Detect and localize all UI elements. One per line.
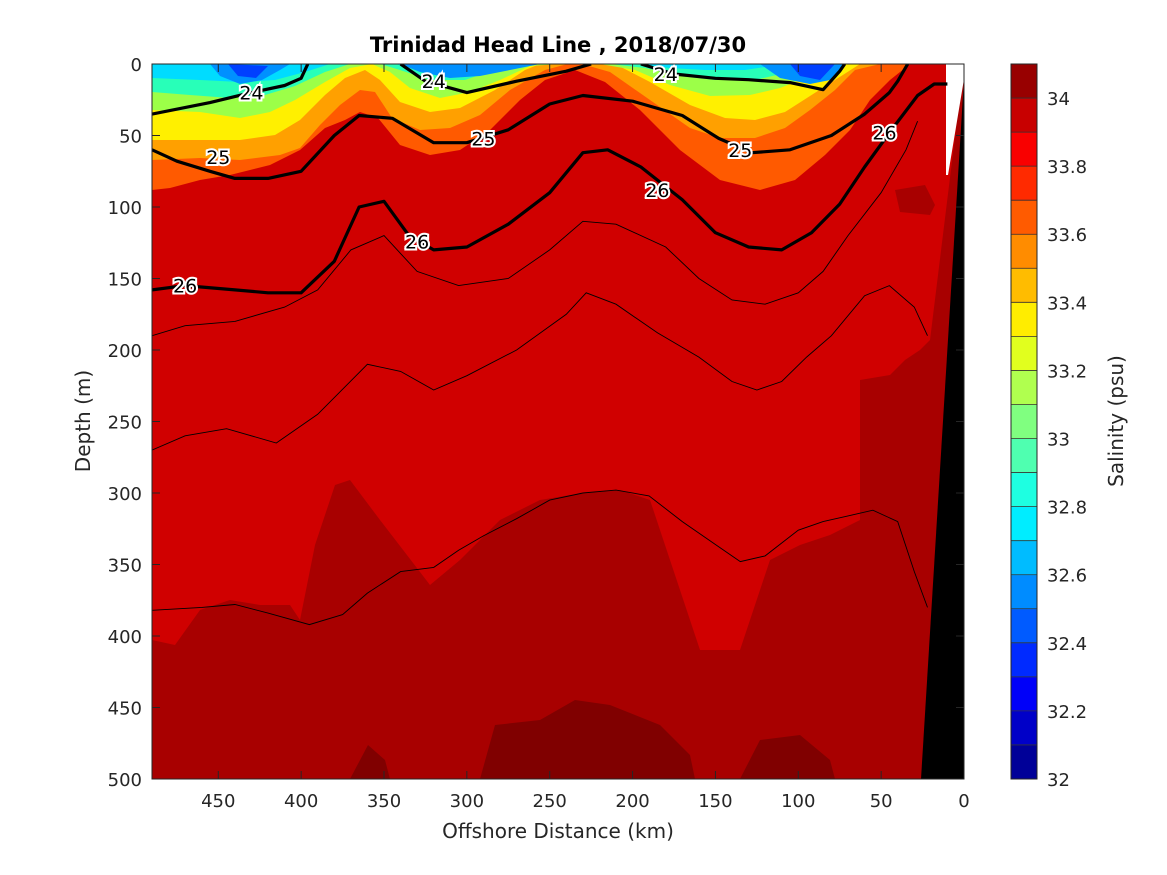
salinity-isoline: [152, 285, 928, 451]
chart-title: Trinidad Head Line , 2018/07/30: [370, 33, 746, 57]
x-tick-label: 100: [781, 791, 815, 812]
colorbar-tick-label: 32.8: [1047, 498, 1087, 519]
contour-label: 25: [206, 147, 230, 169]
contour-label: 24: [422, 71, 446, 93]
density-contour-line: [399, 64, 592, 95]
colorbar-tick-label: 32.2: [1047, 702, 1087, 723]
salinity-fill-33-1: [152, 64, 835, 118]
colorbar-tick-label: 32.4: [1047, 634, 1087, 655]
contour-label: 24: [654, 64, 678, 86]
colorbar-tick-label: 33.8: [1047, 157, 1087, 178]
colorbar-tick-label: 32: [1047, 770, 1070, 791]
salinity-fill-34-shelf: [895, 185, 935, 215]
x-tick-label: 0: [958, 791, 969, 812]
colorbar-swatch: [1011, 574, 1037, 610]
y-tick-label: 0: [131, 55, 142, 76]
y-tick-label: 450: [108, 699, 142, 720]
x-tick-label: 250: [533, 791, 567, 812]
colorbar-tick-label: 34: [1047, 89, 1070, 110]
x-tick-label: 350: [367, 791, 401, 812]
y-axis-label: Depth (m): [71, 370, 95, 472]
x-tick-label: 50: [870, 791, 893, 812]
colorbar-swatch: [1011, 506, 1037, 542]
colorbar-swatch: [1011, 268, 1037, 303]
colorbar-swatch: [1011, 200, 1037, 235]
contour-label: 26: [173, 276, 197, 298]
colorbar-swatch: [1011, 540, 1037, 576]
salinity-fill-max-2: [350, 745, 390, 779]
colorbar-swatch: [1011, 472, 1037, 508]
y-tick-label: 400: [108, 627, 142, 648]
colorbar-swatch: [1011, 98, 1037, 133]
salinity-fill-32-8: [152, 64, 785, 82]
x-tick-label: 400: [284, 791, 318, 812]
y-tick-label: 100: [108, 198, 142, 219]
salinity-isoline: [152, 121, 919, 337]
contour-label: 25: [471, 128, 495, 150]
salinity-fill-32-6-b: [400, 64, 540, 78]
colorbar-swatch: [1011, 234, 1037, 269]
contour-label: 26: [872, 123, 896, 145]
bathymetry: [921, 79, 964, 779]
colorbar-swatch: [1011, 166, 1037, 201]
y-tick-label: 300: [108, 484, 142, 505]
colorbar-swatch: [1011, 64, 1037, 99]
y-tick-label: 250: [108, 413, 142, 434]
x-tick-label: 450: [201, 791, 235, 812]
salinity-fill-max-3: [740, 735, 835, 779]
salinity-isoline: [152, 489, 928, 626]
y-axis-ticks: 0 50 100 150 200 250 300 350 400 450 500: [108, 55, 964, 791]
y-tick-label: 50: [119, 127, 142, 148]
salinity-fill-32-9: [152, 64, 815, 98]
colorbar-swatch: [1011, 744, 1037, 780]
y-tick-label: 150: [108, 270, 142, 291]
colorbar-swatch: [1011, 438, 1037, 474]
colorbar-tick-label: 32.6: [1047, 566, 1087, 587]
colorbar-swatch: [1011, 642, 1037, 678]
contour-label: 24: [239, 83, 263, 105]
salinity-isolines: [152, 121, 928, 626]
salinity-fill-34: [152, 64, 964, 779]
salinity-fill-32-4: [228, 64, 268, 78]
colorbar-swatch: [1011, 710, 1037, 746]
x-tick-label: 150: [698, 791, 732, 812]
shelf-white: [946, 64, 964, 175]
colorbar-swatch: [1011, 302, 1037, 337]
contour-label: 25: [728, 140, 752, 162]
y-tick-label: 350: [108, 556, 142, 577]
density-contours: 24 24 24 25 25 25 26 26 26 26: [152, 64, 948, 300]
colorbar: 32 32.2 32.4 32.6 32.8 33 33.2 33.4 33.6 33.8 34: [1010, 63, 1087, 791]
plot-area: 24 24 24 25 25 25 26 26 26 26: [152, 64, 964, 779]
y-tick-label: 500: [108, 770, 142, 791]
density-contour-line: [152, 64, 910, 180]
contour-label: 26: [405, 231, 429, 253]
x-tick-label: 300: [450, 791, 484, 812]
x-axis-label: Offshore Distance (km): [442, 819, 674, 843]
density-contour-line: [152, 64, 310, 116]
colorbar-tick-label: 33.4: [1047, 293, 1087, 314]
colorbar-label: Salinity (psu): [1104, 355, 1128, 487]
contour-label: 26: [645, 180, 669, 202]
x-tick-label: 200: [615, 791, 649, 812]
density-contour-line: [640, 64, 847, 92]
salinity-fill-32-4-b: [790, 64, 835, 80]
colorbar-swatch: [1011, 132, 1037, 167]
colorbar-frame: [1010, 63, 1038, 780]
colorbar-swatch: [1011, 370, 1037, 405]
colorbar-tick-label: 33.2: [1047, 361, 1087, 382]
colorbar-swatch: [1011, 404, 1037, 440]
colorbar-tick-label: 33: [1047, 430, 1070, 451]
colorbar-swatch: [1011, 336, 1037, 371]
colorbar-swatch: [1011, 608, 1037, 644]
colorbar-tick-label: 33.6: [1047, 225, 1087, 246]
y-tick-label: 200: [108, 341, 142, 362]
density-contour-line: [152, 82, 948, 295]
salinity-fill-max: [480, 700, 695, 779]
x-axis-ticks: 450 400 350 300 250 200 150 100 50 0: [201, 64, 970, 812]
colorbar-swatch: [1011, 676, 1037, 712]
